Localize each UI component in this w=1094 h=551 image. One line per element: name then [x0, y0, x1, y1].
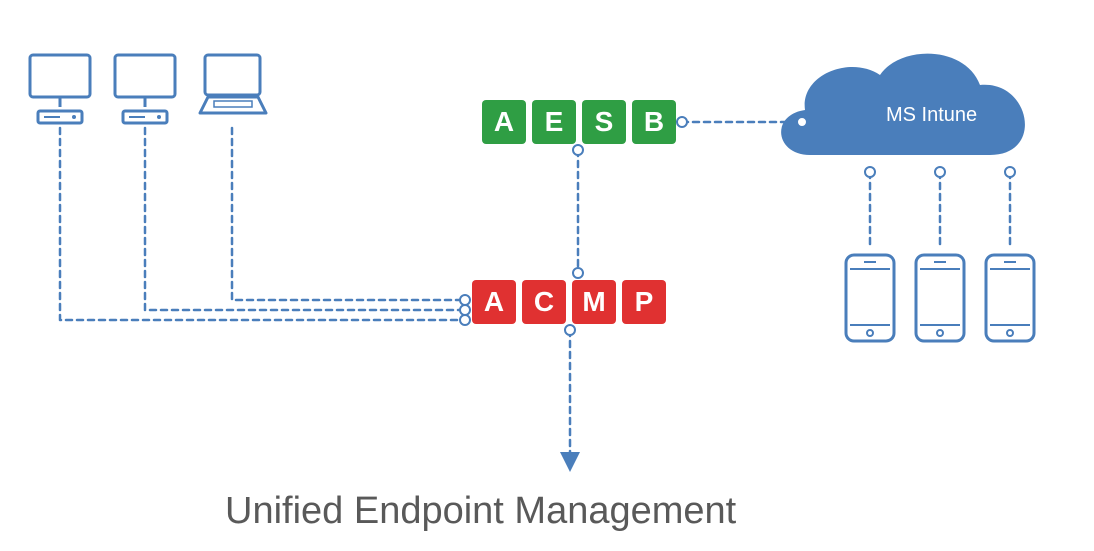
desktop-icon: [115, 55, 175, 123]
acmp-tile: A: [472, 280, 516, 324]
aesb-tile: S: [582, 100, 626, 144]
aesb-tile: A: [482, 100, 526, 144]
connector-endpoint: [797, 117, 807, 127]
acmp-tile: M: [572, 280, 616, 324]
connector-endpoint: [573, 145, 583, 155]
connector-endpoint: [1005, 167, 1015, 177]
connector-line: [60, 128, 465, 320]
cloud-label: MS Intune: [886, 104, 977, 127]
smartphone-icon: [846, 255, 894, 341]
connector-line: [145, 128, 465, 310]
connector-line: [232, 128, 465, 300]
connector-endpoint: [573, 268, 583, 278]
acmp-tile: P: [622, 280, 666, 324]
aesb-tile: E: [532, 100, 576, 144]
laptop-icon: [200, 55, 266, 113]
acmp-block: ACMP: [472, 280, 666, 324]
diagram-canvas: [0, 0, 1094, 551]
page-title: Unified Endpoint Management: [225, 490, 736, 533]
connector-endpoint: [935, 167, 945, 177]
smartphone-icon: [916, 255, 964, 341]
connector-endpoint: [565, 325, 575, 335]
desktop-icon: [30, 55, 90, 123]
aesb-tile: B: [632, 100, 676, 144]
connector-endpoint: [460, 295, 470, 305]
smartphone-icon: [986, 255, 1034, 341]
connector-endpoint: [677, 117, 687, 127]
connector-endpoint: [865, 167, 875, 177]
connector-endpoint: [460, 315, 470, 325]
aesb-block: AESB: [482, 100, 676, 144]
connector-endpoint: [460, 305, 470, 315]
acmp-tile: C: [522, 280, 566, 324]
